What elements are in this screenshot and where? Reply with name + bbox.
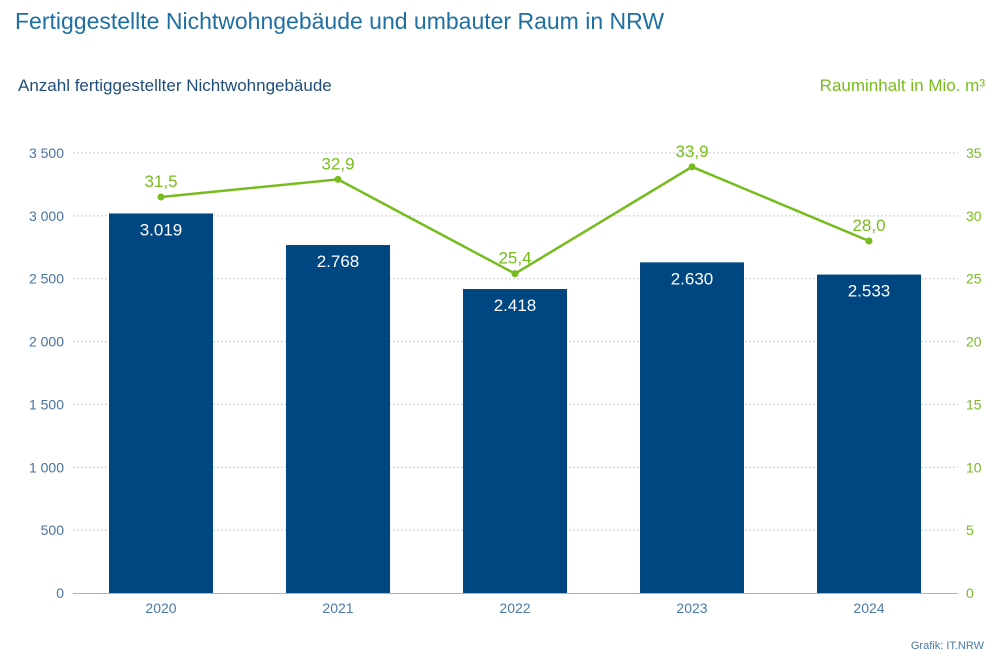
x-axis: 2020 2021 2022 2023 2024: [73, 593, 958, 616]
source-credit: Grafik: IT.NRW: [910, 640, 984, 652]
line-value-label: 33,9: [675, 142, 708, 161]
line-point: [334, 175, 342, 183]
y-right-tick-label: 20: [966, 334, 982, 350]
y-right-tick-label: 5: [966, 522, 974, 538]
line-point: [865, 237, 873, 245]
bar: [286, 245, 390, 593]
y-right-tick-label: 15: [966, 396, 982, 412]
y-right-tick-label: 10: [966, 459, 982, 475]
line-series: [157, 163, 873, 278]
bar-value-label: 2.630: [671, 269, 714, 288]
y-left-tick-label: 500: [41, 522, 65, 538]
y-left-tick-label: 0: [56, 585, 64, 601]
y-left-tick-label: 2 500: [29, 271, 64, 287]
bar-value-label: 3.019: [140, 220, 183, 239]
line-value-label: 31,5: [144, 172, 177, 191]
left-axis-title: Anzahl fertiggestellter Nichtwohngebäude: [18, 76, 332, 95]
bar: [640, 262, 744, 593]
line-point: [511, 270, 519, 278]
bar: [817, 274, 921, 593]
y-left-tick-label: 2 000: [29, 334, 64, 350]
line-value-label: 25,4: [498, 249, 531, 268]
x-tick-label: 2020: [145, 600, 176, 616]
y-left-tick-label: 3 000: [29, 208, 64, 224]
y-right-tick-label: 30: [966, 208, 982, 224]
data-labels: 3.019 2.768 2.418 2.630 2.533 31,5 32,9 25,4 33,…: [140, 142, 891, 315]
line-value-label: 28,0: [852, 216, 885, 235]
gridlines: 0 500 1 000 1 500 2 000 2 500 3 000 3 500 0 5 10 15…: [29, 145, 982, 601]
bar-value-label: 2.533: [848, 282, 891, 301]
y-right-tick-label: 35: [966, 145, 982, 161]
bars: [109, 213, 921, 593]
y-right-tick-label: 0: [966, 585, 974, 601]
right-axis-title: Rauminhalt in Mio. m³: [819, 76, 985, 95]
bar-value-label: 2.768: [317, 252, 360, 271]
chart-title: Fertiggestellte Nichtwohngebäude und umb…: [15, 8, 665, 34]
line-point: [688, 163, 696, 171]
y-left-tick-label: 1 000: [29, 459, 64, 475]
x-tick-label: 2023: [676, 600, 707, 616]
line-value-label: 32,9: [321, 154, 354, 173]
bar: [463, 289, 567, 593]
y-right-tick-label: 25: [966, 271, 982, 287]
x-tick-label: 2024: [853, 600, 884, 616]
line-point: [157, 193, 165, 201]
y-left-tick-label: 1 500: [29, 396, 64, 412]
bar: [109, 213, 213, 593]
x-tick-label: 2022: [499, 600, 530, 616]
bar-value-label: 2.418: [494, 296, 537, 315]
x-tick-label: 2021: [322, 600, 353, 616]
y-left-tick-label: 3 500: [29, 145, 64, 161]
